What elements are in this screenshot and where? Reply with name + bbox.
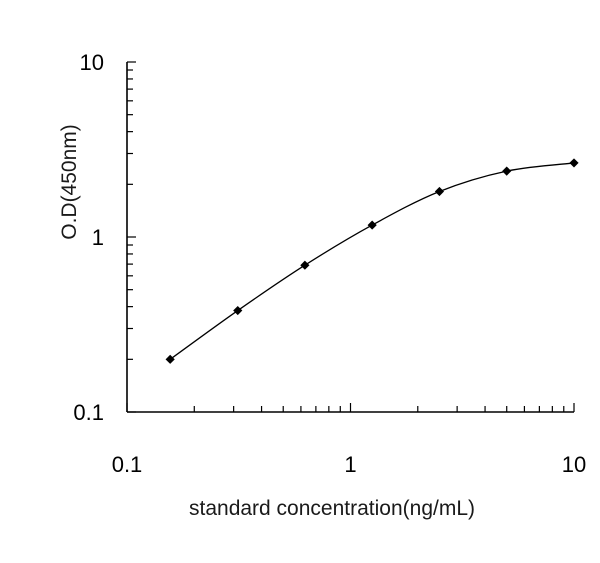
data-point	[502, 166, 512, 176]
data-point	[165, 354, 175, 364]
data-point	[300, 260, 310, 270]
chart-ticks	[126, 61, 575, 413]
x-axis-title: standard concentration(ng/mL)	[189, 497, 475, 520]
x-tick-label: 0.1	[112, 452, 143, 477]
data-point	[434, 186, 445, 197]
y-tick-label: 0.1	[73, 400, 104, 425]
data-point	[569, 158, 579, 168]
data-point	[367, 220, 377, 230]
data-point	[233, 305, 243, 316]
chart-curve	[169, 162, 575, 360]
x-tick-label: 10	[562, 452, 586, 477]
chart-markers	[165, 158, 579, 364]
chart-labels: O.D(450nm) standard concentration(ng/mL)…	[58, 50, 586, 520]
y-tick-label: 1	[92, 225, 104, 250]
x-tick-label: 1	[344, 452, 356, 477]
y-tick-label: 10	[80, 50, 104, 75]
series-line	[169, 162, 575, 360]
y-axis-title: O.D(450nm)	[58, 124, 81, 240]
